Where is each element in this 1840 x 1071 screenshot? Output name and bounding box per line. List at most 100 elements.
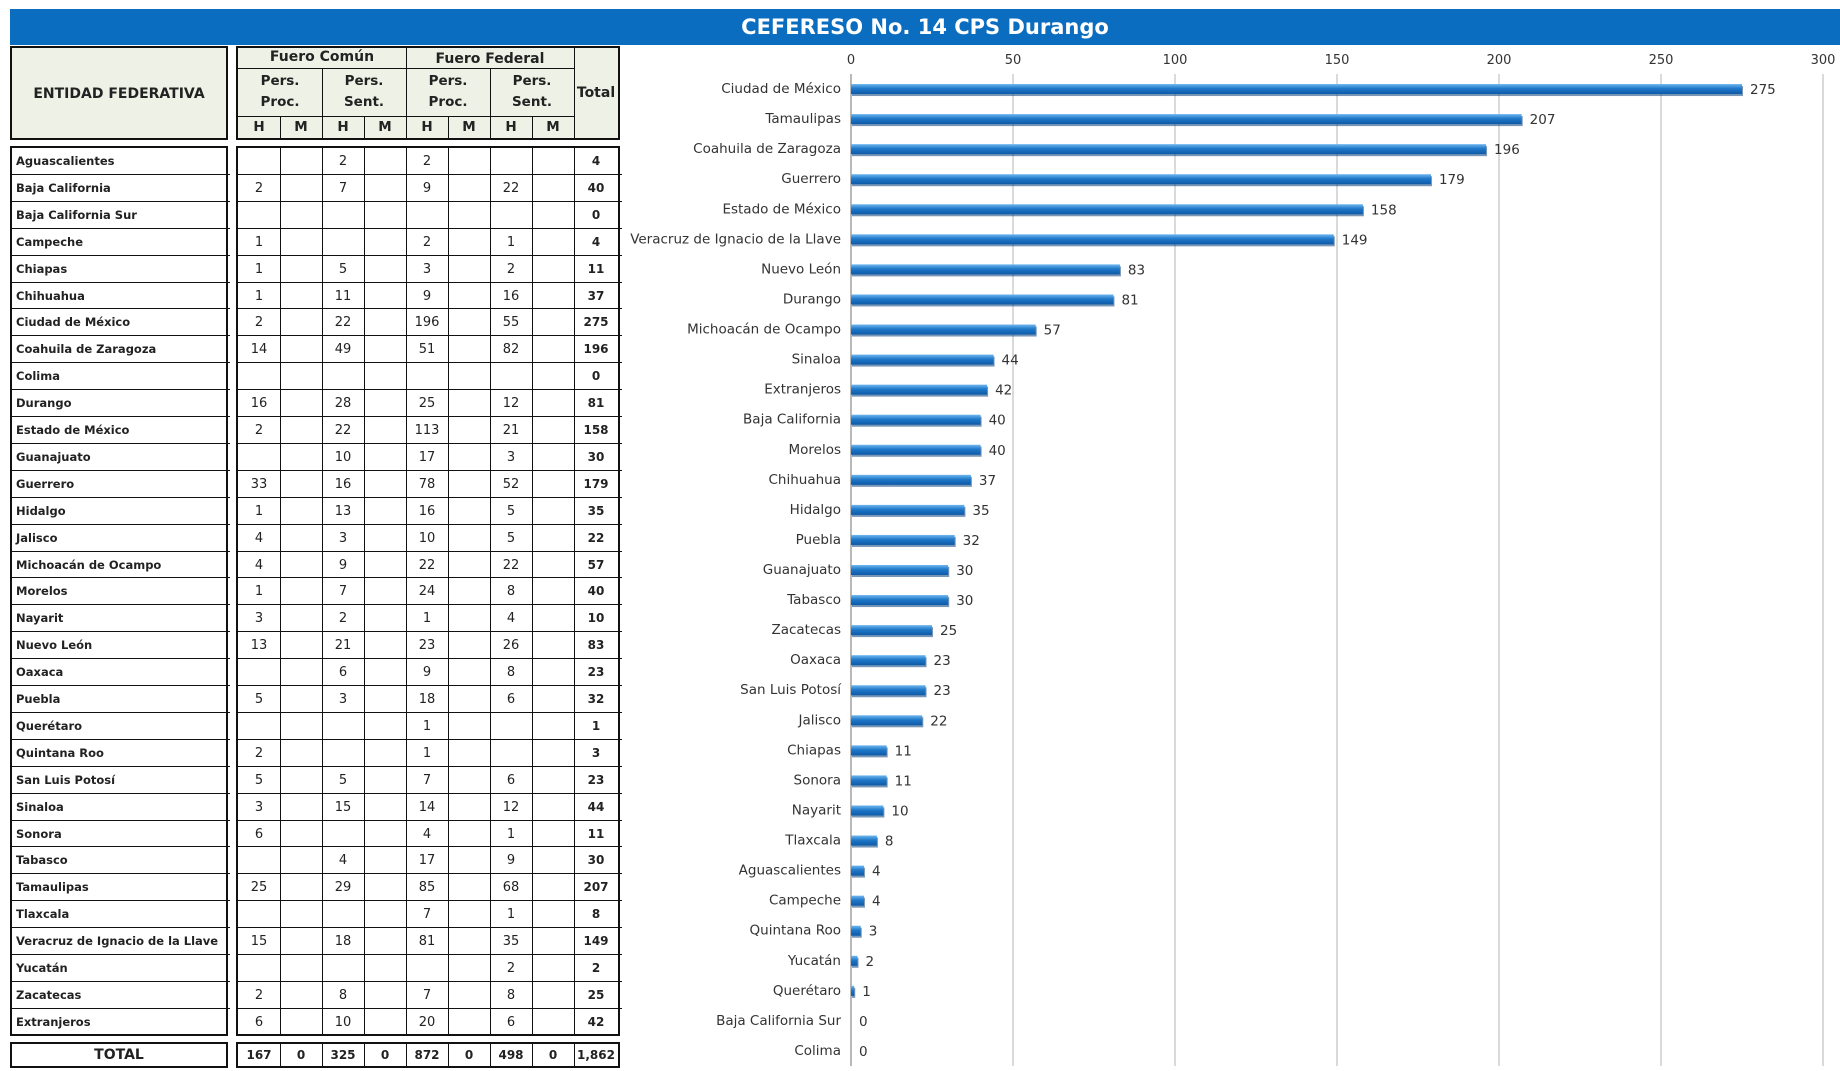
row-value: 3 [506,449,516,465]
row-value: 8 [506,665,516,681]
row-name: Tlaxcala [16,907,70,922]
grid-line [238,980,622,982]
row-value: 85 [418,880,436,896]
bar [851,595,949,606]
grid-line [238,577,622,579]
category-label: Coahuila de Zaragoza [693,141,841,157]
row-value: 26 [502,638,520,654]
grid-line [238,604,622,606]
category-label: Estado de México [722,201,841,217]
row-value: 1 [254,261,264,277]
row-value: 8 [506,584,516,600]
grid-line [12,1007,230,1009]
totals-value: 167 [246,1048,272,1062]
row-total: 179 [583,476,609,491]
category-label: Morelos [788,442,841,458]
row-value: 9 [422,665,432,681]
grid-line [406,148,407,1034]
row-value: 17 [418,853,436,869]
grid-line [12,765,230,767]
row-value: 55 [502,315,520,331]
bar [851,565,949,575]
grid-line [322,68,323,140]
row-value: 6 [506,1014,516,1030]
grid-line [448,1044,449,1066]
row-value: 10 [418,530,436,546]
grid-line [12,496,230,498]
row-name: Jalisco [16,530,58,545]
row-name: Oaxaca [16,665,64,680]
bar [851,414,981,425]
grid-line [574,1044,575,1066]
row-value: 3 [422,261,432,277]
grid-line [238,765,622,767]
category-label: Guerrero [781,171,841,187]
grid-line [12,469,230,471]
grid-line [238,523,622,525]
row-name: Nayarit [16,611,64,626]
bar [851,534,955,545]
row-value: 113 [414,423,440,438]
grid-line [238,200,622,202]
row-total: 22 [587,530,605,545]
row-total: 1 [591,718,601,733]
category-label: Sinaloa [792,352,841,368]
data-label: 40 [989,443,1006,459]
grid-line [238,658,622,660]
row-total: 40 [587,180,605,195]
bar [851,264,1120,275]
category-label: Puebla [796,532,841,548]
bar [851,504,965,515]
grid-line [12,792,230,794]
grid-line [238,711,622,713]
x-tick-label: 300 [1811,53,1836,68]
entity-column: Aguascalientes Baja California Baja Califo… [10,146,230,1036]
row-total: 30 [587,449,605,464]
data-label: 149 [1342,232,1368,248]
fuero-comun-header: Fuero Común [269,49,375,65]
row-total: 35 [587,503,605,518]
category-label: Zacatecas [771,622,841,638]
grid-line [238,442,622,444]
row-value: 52 [502,476,520,492]
sub-header-proc: Proc. [428,94,468,110]
row-total: 11 [587,826,605,841]
grid-line [12,577,230,579]
row-value: 21 [502,423,520,438]
grid-line [280,1044,281,1066]
fuero-federal-header: Fuero Federal [435,51,545,67]
grid-line [12,900,230,902]
row-value: 16 [502,288,520,304]
category-label: Colima [794,1043,841,1059]
data-table: ENTIDAD FEDERATIVA Fuero Común Fuero Feder… [10,46,626,1071]
category-label: Michoacán de Ocampo [687,322,841,338]
grid-line [238,254,622,256]
entity-header: ENTIDAD FEDERATIVA [10,46,228,140]
row-value: 29 [334,880,352,896]
row-total: 83 [587,638,605,653]
x-tick-label: 50 [1005,53,1022,68]
grid-line [12,442,230,444]
data-label: 11 [895,773,912,789]
row-value: 24 [418,584,436,600]
row-name: Aguascalientes [16,154,115,168]
row-name: San Luis Potosí [16,772,116,787]
grid-line [12,308,230,310]
totals-value: 0 [548,1048,558,1062]
row-value: 2 [338,611,348,627]
row-value: 10 [334,449,352,465]
data-label: 275 [1750,82,1776,98]
row-total: 158 [583,423,609,437]
category-label: Aguascalientes [739,863,841,879]
grid-line [12,173,230,175]
row-name: Puebla [16,692,61,706]
row-value: 2 [254,745,264,761]
grid-line [238,173,622,175]
row-value: 2 [254,423,264,438]
grid-line [238,738,622,740]
grid-line [322,1044,323,1066]
row-value: 4 [338,853,348,869]
grid-line [490,148,491,1034]
category-label: Tlaxcala [784,833,841,849]
grid-line [532,148,533,1034]
